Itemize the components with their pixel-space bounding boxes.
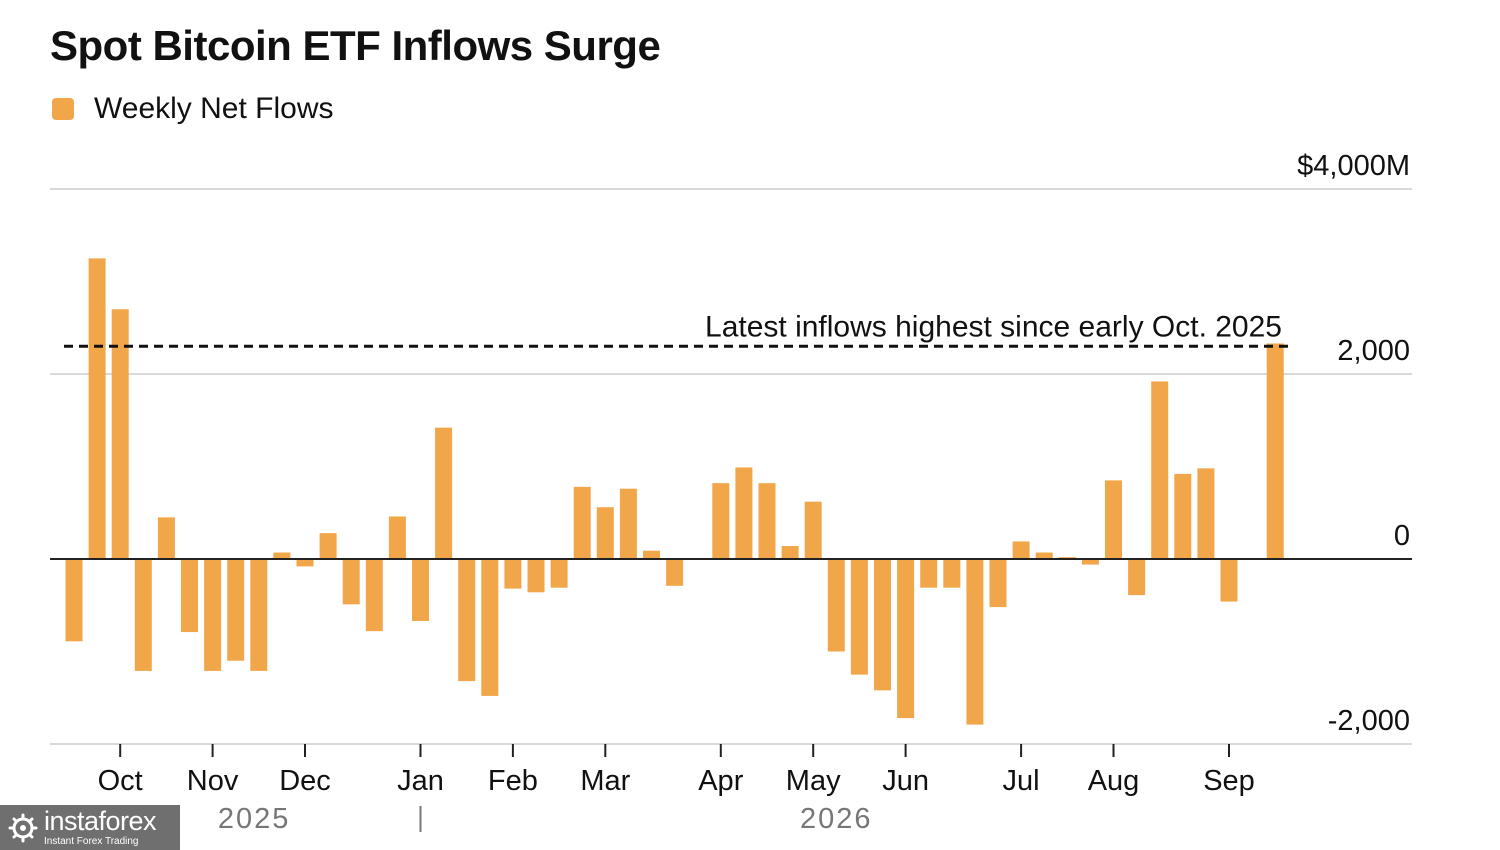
annotation-label: Latest inflows highest since early Oct. … (705, 310, 1282, 343)
bar (874, 559, 891, 691)
legend: Weekly Net Flows (52, 92, 334, 126)
watermark-logo: instaforex Instant Forex Trading (0, 805, 180, 850)
bar (273, 552, 291, 559)
x-tick-label: Jan (397, 765, 444, 797)
bar (781, 546, 799, 559)
x-tick-label: Jul (1003, 765, 1040, 797)
x-tick-label: Jun (882, 765, 929, 797)
watermark-tagline: Instant Forex Trading (44, 836, 139, 847)
watermark-brand: instaforex (44, 806, 157, 836)
x-tick-label: Aug (1088, 765, 1140, 797)
bar (943, 559, 961, 588)
x-tick-label: Mar (580, 765, 630, 797)
bar (573, 486, 591, 559)
x-tick-label: Nov (187, 765, 239, 797)
bar (504, 559, 522, 589)
bar (758, 483, 776, 559)
bar (1174, 473, 1192, 559)
bar (527, 559, 545, 593)
bar (804, 501, 822, 559)
bar (1266, 343, 1284, 559)
bar (65, 559, 83, 642)
y-tick-label: -2,000 (1328, 705, 1410, 737)
bar (181, 559, 198, 633)
year-label: 2025 (218, 803, 291, 835)
bar (1105, 480, 1122, 559)
bar (435, 427, 453, 559)
bar (342, 559, 360, 605)
bar (1081, 559, 1099, 565)
bar (458, 559, 476, 682)
bar (643, 550, 660, 559)
bar (666, 559, 684, 586)
bar (388, 516, 406, 559)
bar (412, 559, 429, 621)
instaforex-logo-icon (8, 813, 38, 842)
bar (966, 559, 984, 725)
x-tick-label: Apr (698, 765, 743, 797)
bar (296, 559, 314, 567)
bar (827, 559, 845, 652)
x-tick-label: May (786, 765, 841, 797)
bar (550, 559, 568, 588)
bar (365, 559, 383, 632)
bar (250, 559, 268, 671)
x-tick-label: Oct (98, 765, 143, 797)
bar (897, 559, 915, 719)
bar (1128, 559, 1146, 596)
bar (1151, 381, 1169, 559)
bar (735, 467, 753, 559)
legend-label: Weekly Net Flows (94, 92, 334, 125)
legend-swatch (52, 98, 74, 120)
bar (481, 559, 499, 696)
bar (1220, 559, 1238, 602)
year-label: 2026 (800, 803, 873, 835)
bar (920, 559, 938, 588)
bar (1012, 541, 1030, 559)
x-tick-label: Sep (1203, 765, 1255, 797)
bar (319, 533, 337, 559)
y-tick-label: 0 (1394, 520, 1410, 552)
chart-title: Spot Bitcoin ETF Inflows Surge (50, 22, 661, 69)
x-tick-label: Feb (488, 765, 538, 797)
bar (204, 559, 222, 671)
bar (619, 488, 637, 559)
bar (1035, 552, 1053, 559)
bar (88, 258, 106, 559)
bar (157, 517, 175, 559)
bar (134, 559, 152, 671)
bar (850, 559, 868, 675)
bar (712, 483, 730, 559)
x-tick-label: Dec (279, 765, 331, 797)
bar (111, 309, 129, 559)
bar (596, 507, 614, 559)
y-tick-label: $4,000M (1297, 150, 1410, 182)
bar (1197, 468, 1215, 559)
y-tick-label: 2,000 (1337, 335, 1410, 367)
bar (227, 559, 245, 661)
bar (989, 559, 1007, 608)
